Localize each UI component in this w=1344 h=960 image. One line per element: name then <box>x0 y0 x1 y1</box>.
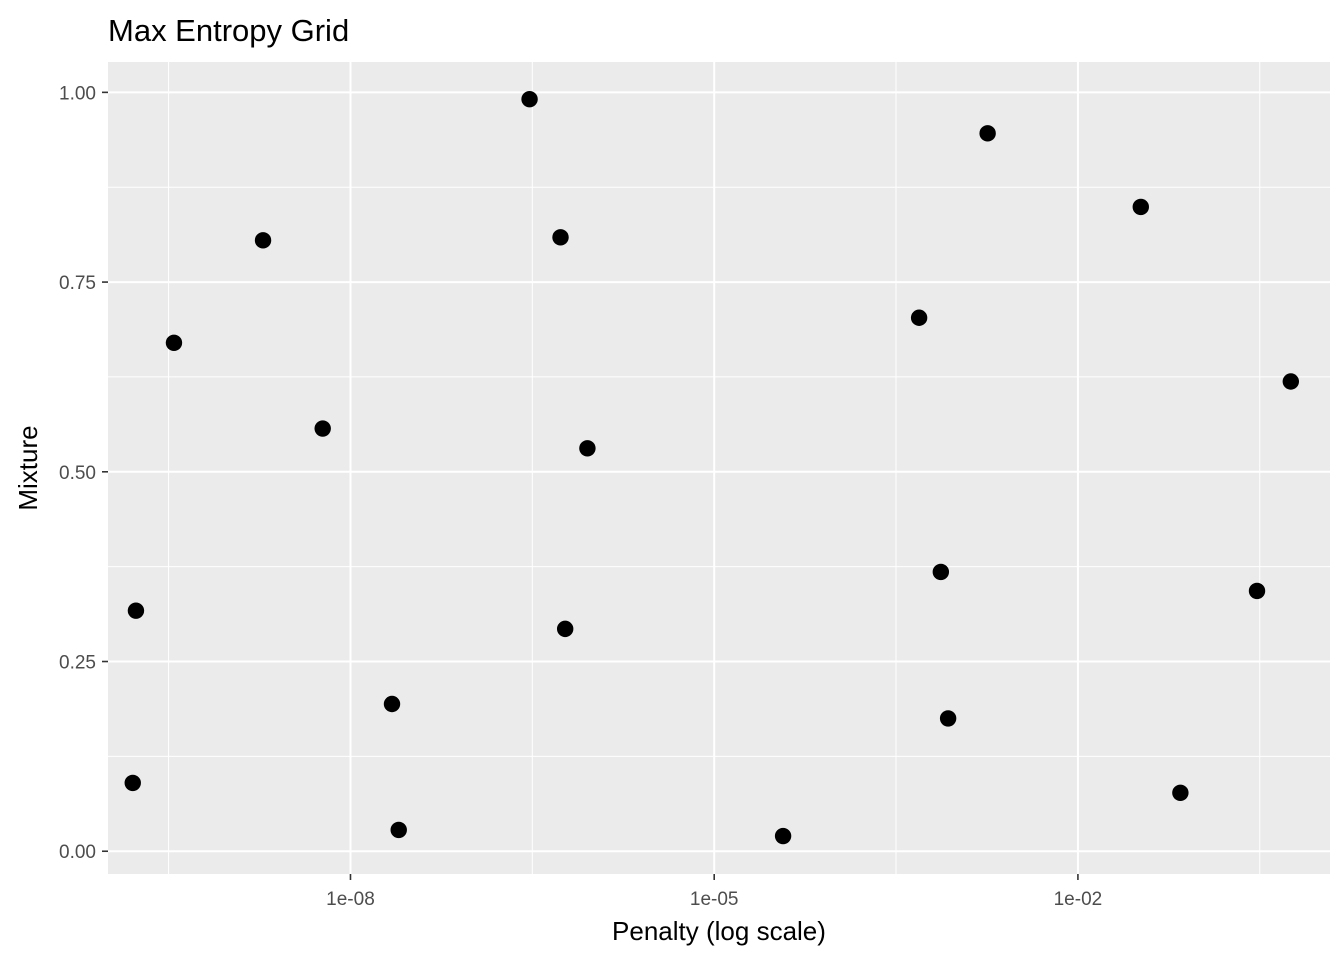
data-point <box>932 563 950 581</box>
data-point <box>1282 373 1300 390</box>
data-point <box>910 309 928 326</box>
data-point <box>1132 198 1149 216</box>
data-points <box>124 90 1300 845</box>
data-point <box>254 232 272 249</box>
data-point <box>127 602 145 619</box>
data-point <box>552 229 569 246</box>
axis-tick-labels: 1e-08 1e-05 1e-02 0.00 0.25 0.50 0.75 1.00 <box>59 83 1102 910</box>
y-tick-label: 0.00 <box>59 842 96 863</box>
data-point <box>556 620 574 638</box>
data-point <box>579 440 596 457</box>
axis-ticks <box>102 91 1079 880</box>
data-point <box>124 774 141 792</box>
data-point <box>390 821 407 839</box>
chart-title: Max Entropy Grid <box>108 13 349 48</box>
data-point <box>939 710 957 727</box>
major-gridlines <box>108 62 1330 874</box>
y-tick-label: 0.50 <box>59 463 96 484</box>
y-tick-label: 1.00 <box>59 83 96 104</box>
data-point <box>383 695 401 713</box>
x-tick-label: 1e-05 <box>690 889 739 910</box>
y-tick-label: 0.75 <box>59 273 96 294</box>
data-point <box>165 334 183 351</box>
x-axis-title: Penalty (log scale) <box>612 916 826 946</box>
plot-panel <box>108 62 1330 874</box>
data-point <box>314 420 331 437</box>
x-tick-label: 1e-08 <box>326 889 375 910</box>
data-point <box>1172 784 1189 801</box>
y-axis-title: Mixture <box>13 425 43 510</box>
data-point <box>521 90 538 108</box>
minor-gridlines <box>108 62 1330 874</box>
data-point <box>1248 582 1266 600</box>
data-point <box>979 125 996 142</box>
data-point <box>774 827 792 845</box>
x-tick-label: 1e-02 <box>1054 889 1103 910</box>
y-tick-label: 0.25 <box>59 653 96 674</box>
